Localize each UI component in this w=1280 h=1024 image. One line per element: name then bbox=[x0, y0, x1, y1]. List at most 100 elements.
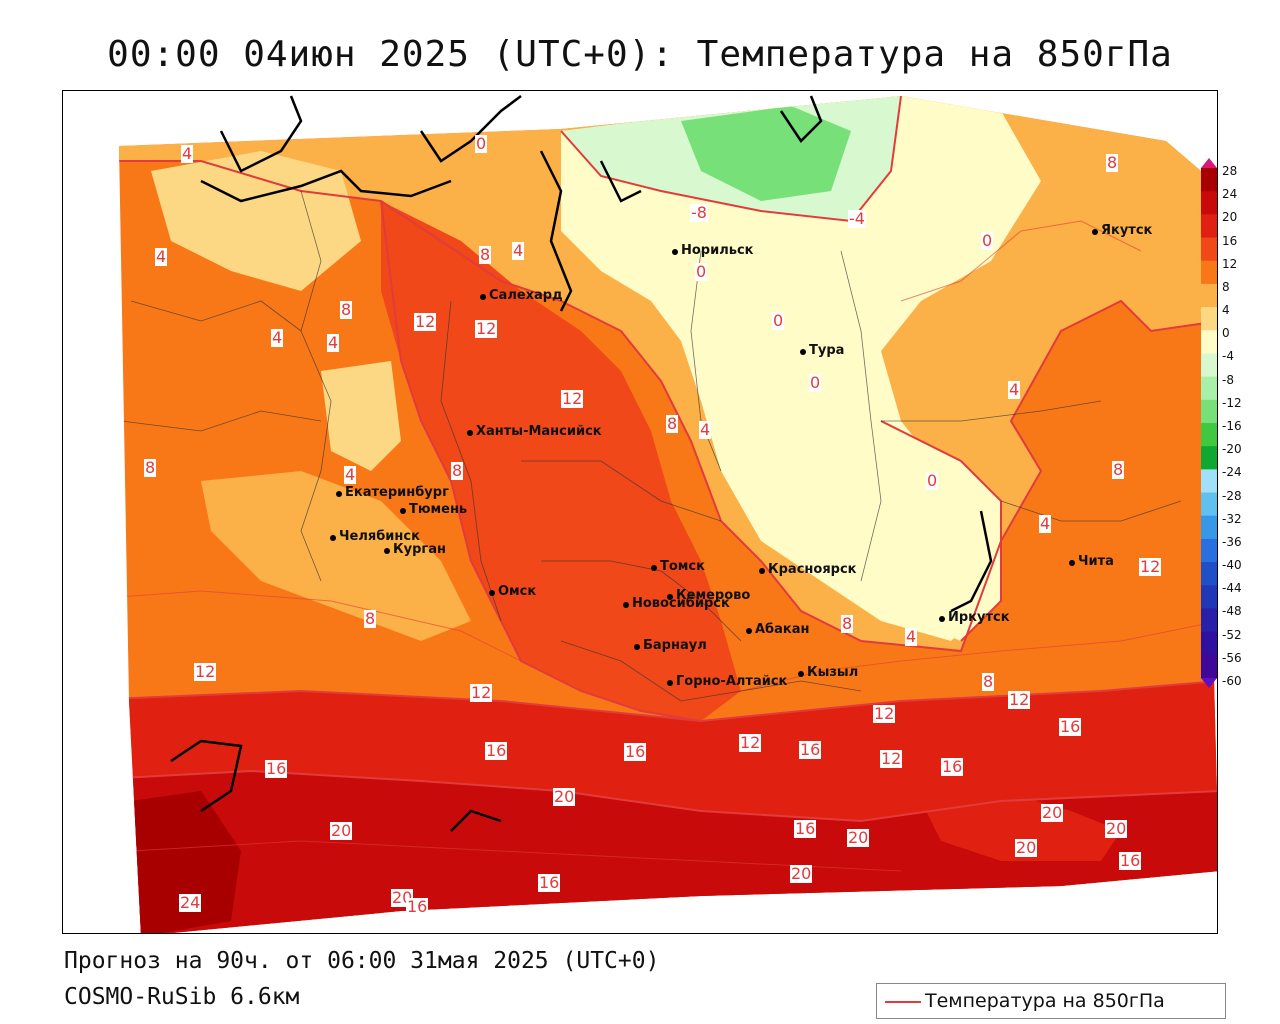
color-scale-step bbox=[1201, 191, 1217, 215]
color-scale-step bbox=[1201, 307, 1217, 331]
city-marker bbox=[330, 535, 336, 541]
city-label: Новосибирск bbox=[632, 596, 730, 611]
temperature-field bbox=[119, 95, 1217, 933]
color-scale-step bbox=[1201, 654, 1217, 679]
city-marker bbox=[798, 671, 804, 677]
color-scale-tick-label: -56 bbox=[1222, 650, 1242, 665]
city-marker bbox=[384, 548, 390, 554]
isotherm-value-label: 16 bbox=[1059, 717, 1082, 736]
isotherm-value-label: 4 bbox=[1008, 380, 1021, 399]
isotherm-value-label: 12 bbox=[194, 662, 217, 681]
isotherm-value-label: 0 bbox=[926, 471, 939, 490]
legend-label: Температура на 850гПа bbox=[925, 990, 1165, 1012]
color-scale-tick-label: -20 bbox=[1222, 442, 1242, 457]
city-marker bbox=[400, 508, 406, 514]
isotherm-value-label: 12 bbox=[414, 312, 437, 331]
temperature-zones bbox=[119, 96, 1217, 933]
isotherm-value-label: 12 bbox=[739, 733, 762, 752]
legend-line-swatch bbox=[885, 1001, 921, 1003]
isotherm-value-label: 0 bbox=[772, 311, 785, 330]
map-frame: 4 0 -8 -4 8 0 4 8 4 0 8 12 12 4 4 0 0 4 12 8 4 8 4 8 0 8 4 12 8 8 4 12 1… bbox=[62, 90, 1218, 934]
city-marker bbox=[746, 628, 752, 634]
isotherm-value-label: 0 bbox=[475, 134, 488, 153]
city-label: Чита bbox=[1078, 554, 1114, 569]
isotherm-value-label: 8 bbox=[1106, 153, 1119, 172]
isotherm-value-label: 16 bbox=[485, 741, 508, 760]
city-marker bbox=[939, 616, 945, 622]
city-label: Кызыл bbox=[807, 665, 859, 680]
coastline bbox=[170, 95, 993, 832]
color-scale-tick-label: 24 bbox=[1222, 187, 1238, 202]
isotherm-value-label: 8 bbox=[666, 414, 679, 433]
color-scale-tick-label: 4 bbox=[1222, 303, 1230, 318]
color-scale-tick-label: 0 bbox=[1222, 326, 1230, 341]
isotherm-value-label: 4 bbox=[327, 333, 340, 352]
isotherm-value-label: 12 bbox=[561, 389, 584, 408]
color-scale-step bbox=[1201, 423, 1217, 447]
color-scale-tick-label: -24 bbox=[1222, 465, 1242, 480]
isotherm-value-label: 20 bbox=[1041, 803, 1064, 822]
isotherm-value-label: 8 bbox=[479, 245, 492, 264]
isotherm-value-label: 12 bbox=[880, 749, 903, 768]
color-scale-tick-label: 20 bbox=[1222, 210, 1238, 225]
city-label: Ханты-Мансийск bbox=[476, 424, 602, 439]
isotherm-value-label: 20 bbox=[330, 821, 353, 840]
color-scale-tick-label: 28 bbox=[1222, 164, 1238, 178]
color-scale-tick-label: -12 bbox=[1222, 395, 1242, 410]
city-marker bbox=[759, 568, 765, 574]
city-marker bbox=[800, 349, 806, 355]
isotherm-value-label: 4 bbox=[344, 465, 357, 484]
isotherm-value-label: 8 bbox=[1112, 460, 1125, 479]
city-label: Екатеринбург bbox=[345, 485, 449, 500]
isotherm-value-label: 0 bbox=[809, 373, 822, 392]
city-label: Тура bbox=[809, 343, 845, 358]
isotherm-value-label: 8 bbox=[451, 461, 464, 480]
isotherm-value-label: 20 bbox=[553, 787, 576, 806]
isotherm-value-label: 8 bbox=[144, 458, 157, 477]
isotherm-value-label: 4 bbox=[905, 627, 918, 646]
color-scale-step bbox=[1201, 283, 1217, 308]
color-scale-tick-label: -16 bbox=[1222, 419, 1242, 433]
isotherm-value-label: 20 bbox=[790, 864, 813, 883]
isotherm-value-label: 20 bbox=[1105, 819, 1128, 838]
color-scale-tick-label: -32 bbox=[1222, 511, 1242, 526]
color-scale-step bbox=[1201, 608, 1217, 633]
isotherm-value-label: 16 bbox=[624, 742, 647, 761]
color-scale-tick-label: -8 bbox=[1222, 372, 1234, 387]
color-scale-bar bbox=[1201, 158, 1217, 688]
city-label: Салехард bbox=[489, 288, 563, 303]
color-scale-step bbox=[1201, 237, 1217, 262]
isotherm-value-label: 16 bbox=[265, 759, 288, 778]
city-marker bbox=[667, 594, 673, 600]
color-scale-max-arrow bbox=[1201, 158, 1217, 168]
color-scale-step bbox=[1201, 492, 1217, 517]
map-title: 00:00 04июн 2025 (UTC+0): Температура на… bbox=[107, 34, 1173, 75]
isotherm-value-label: 24 bbox=[179, 893, 202, 912]
isotherm-value-label: 4 bbox=[181, 144, 194, 163]
isotherm-value-label: 16 bbox=[538, 873, 561, 892]
legend: Температура на 850гПа bbox=[876, 983, 1226, 1019]
color-scale-tick-label: -48 bbox=[1222, 604, 1242, 619]
isotherm-value-label: 12 bbox=[1008, 690, 1031, 709]
city-marker bbox=[634, 644, 640, 650]
city-label: Курган bbox=[393, 542, 446, 557]
isotherm-value-label: 12 bbox=[470, 683, 493, 702]
city-marker bbox=[1092, 229, 1098, 235]
color-scale-step bbox=[1201, 515, 1217, 540]
color-scale-step bbox=[1201, 562, 1217, 586]
color-scale-step bbox=[1201, 469, 1217, 494]
color-scale-step bbox=[1201, 538, 1217, 563]
city-marker bbox=[336, 491, 342, 497]
city-marker bbox=[1069, 560, 1075, 566]
color-scale-tick-label: -40 bbox=[1222, 558, 1242, 573]
isotherm-value-label: 16 bbox=[1119, 851, 1142, 870]
forecast-info: Прогноз на 90ч. от 06:00 31мая 2025 (UTC… bbox=[64, 948, 660, 974]
city-marker bbox=[623, 602, 629, 608]
city-marker bbox=[489, 590, 495, 596]
color-scale-tick-label: -52 bbox=[1222, 627, 1242, 642]
color-scale-step bbox=[1201, 214, 1217, 239]
isotherm-value-label: 4 bbox=[512, 241, 525, 260]
isotherm-value-label: 16 bbox=[406, 897, 429, 916]
city-label: Кемерово bbox=[676, 588, 751, 603]
isotherm-value-label: 4 bbox=[1039, 514, 1052, 533]
